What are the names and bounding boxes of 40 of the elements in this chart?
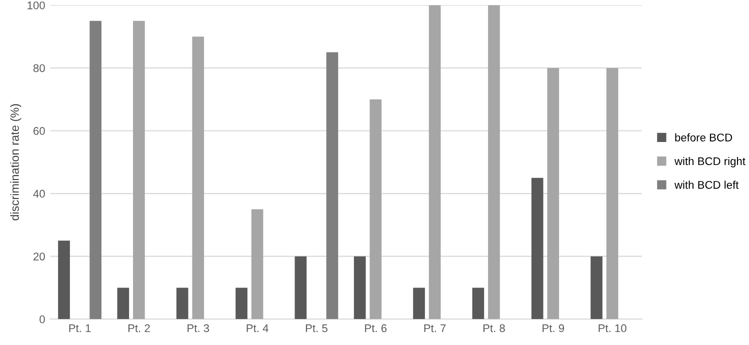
y-tick-label: 60	[34, 127, 45, 135]
y-axis-title: discrimination rate (%)	[10, 104, 22, 220]
x-tick-label: Pt. 5	[306, 324, 328, 332]
bar	[413, 288, 425, 320]
bar	[90, 20, 102, 320]
x-tick-label: Pt. 4	[246, 324, 268, 332]
bar	[117, 288, 130, 320]
bar	[192, 36, 204, 320]
bar	[58, 240, 70, 320]
bar	[176, 288, 188, 320]
x-tick-label: Pt. 3	[188, 324, 210, 332]
bar	[251, 209, 264, 320]
y-tick-label: 40	[33, 190, 45, 198]
legend-label: with BCD right	[674, 156, 746, 168]
x-tick-label: Pt. 8	[483, 324, 505, 332]
bar	[326, 52, 338, 320]
bar	[472, 288, 484, 320]
x-tick-label: Pt. 9	[542, 324, 564, 332]
bar	[236, 288, 248, 320]
y-tick-label: 0	[40, 315, 45, 324]
y-tick-label: 80	[33, 64, 45, 72]
bar	[488, 5, 500, 320]
y-tick-label: 100	[28, 1, 45, 10]
bar	[428, 5, 441, 320]
bar	[294, 256, 307, 320]
bar	[547, 68, 560, 320]
bar	[370, 99, 382, 320]
x-tick-label: Pt. 10	[598, 324, 626, 332]
bar	[606, 68, 618, 320]
bar	[531, 178, 544, 320]
bar	[590, 256, 602, 320]
x-tick-label: Pt. 2	[128, 324, 150, 332]
x-tick-label: Pt. 7	[424, 324, 446, 332]
x-tick-label: Pt. 1	[69, 324, 91, 332]
y-tick-label: 20	[34, 252, 45, 260]
legend-label: before BCD	[675, 133, 732, 142]
x-tick-label: Pt. 6	[365, 324, 387, 332]
legend-label: with BCD left	[674, 180, 739, 189]
bar	[354, 256, 366, 320]
bar	[133, 20, 145, 320]
